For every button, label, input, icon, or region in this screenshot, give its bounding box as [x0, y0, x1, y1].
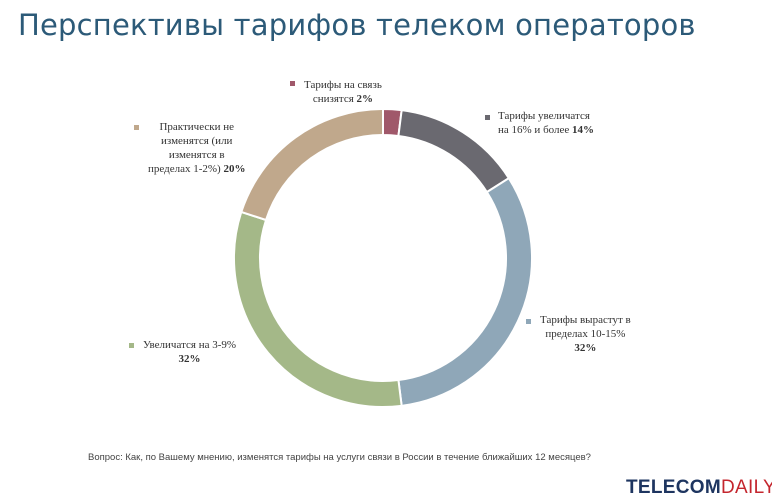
label-up3-pct: 32%	[178, 353, 201, 365]
label-decrease: Тарифы на связь снизятся 2%	[304, 78, 382, 106]
label-same-line2: изменятся (или	[161, 135, 233, 147]
logo-part2: DAILY	[721, 477, 772, 498]
label-up3-line1: Увеличатся на 3-9%	[143, 339, 237, 351]
label-up3: Увеличатся на 3-9% 32%	[143, 338, 236, 366]
label-up10-pct: 32%	[574, 342, 597, 354]
label-same-line1: Практически не	[159, 121, 234, 133]
slice-same	[240, 107, 384, 222]
label-up16-pct: 14%	[572, 124, 595, 136]
legend-bullet-up16	[485, 115, 490, 120]
slice-up10	[397, 176, 533, 407]
legend-bullet-decrease	[290, 81, 295, 86]
legend-bullet-up10	[526, 319, 531, 324]
label-up16: Тарифы увеличатся на 16% и более 14%	[498, 109, 594, 137]
slice-up16	[397, 109, 511, 194]
label-same-line4: пределах 1-2%)	[148, 163, 221, 175]
page-title: Перспективы тарифов телеком операторов	[18, 8, 696, 42]
label-same-line3: изменятся в	[168, 149, 225, 161]
slice-up3	[233, 210, 403, 408]
label-decrease-line1: Тарифы на связь	[304, 79, 382, 91]
label-same-pct: 20%	[223, 163, 246, 175]
label-up10: Тарифы вырастут в пределах 10-15% 32%	[540, 313, 631, 355]
label-up10-line1: Тарифы вырастут в	[540, 314, 631, 326]
logo-part1: TELECOM	[626, 477, 721, 498]
label-decrease-pct: 2%	[356, 93, 374, 105]
label-same: Практически не изменятся (или изменятся …	[148, 120, 245, 176]
label-up10-line2: пределах 10-15%	[545, 328, 626, 340]
legend-bullet-up3	[129, 343, 134, 348]
label-up16-line2: на 16% и более	[498, 124, 570, 136]
label-up16-line1: Тарифы увеличатся	[498, 110, 590, 122]
telecom-daily-logo: TELECOMDAILY	[626, 477, 772, 499]
label-decrease-line2: снизятся	[312, 93, 354, 105]
survey-question: Вопрос: Как, по Вашему мнению, изменятся…	[88, 452, 591, 463]
legend-bullet-same	[134, 125, 139, 130]
